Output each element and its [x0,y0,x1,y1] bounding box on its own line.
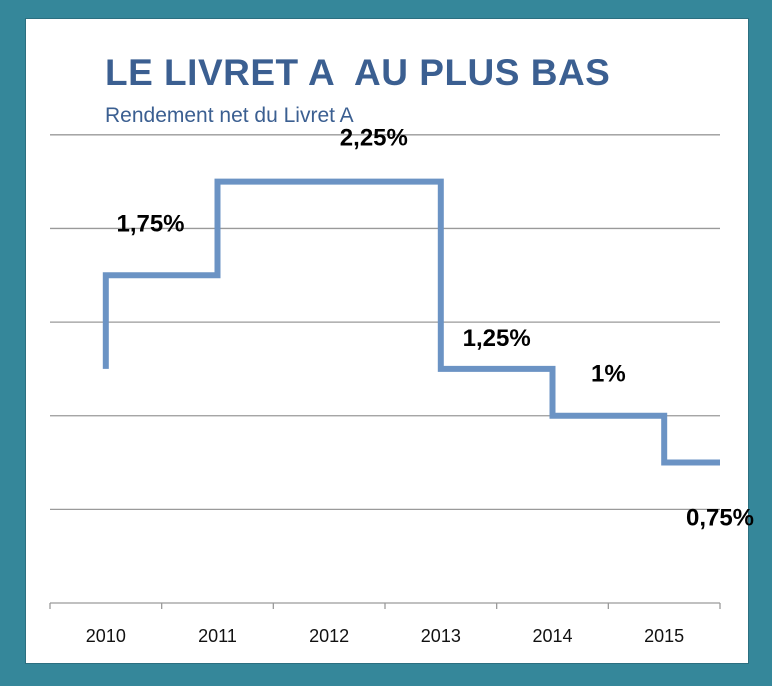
x-tick-label: 2010 [86,626,126,646]
data-label: 1,25% [463,325,531,352]
x-axis: 2010 2011 2012 2013 2014 2015 [49,602,721,646]
data-label: 1,75% [116,210,184,237]
x-tick-label: 2011 [198,626,237,646]
series-line [102,178,720,466]
gridlines [50,134,720,511]
chart-subtitle: Rendement net du Livret A [105,104,354,127]
data-labels: 1,75% 2,25% 1,25% 1% 0,75% [116,125,754,532]
data-label: 2,25% [340,125,408,152]
x-tick-label: 2014 [532,626,572,646]
data-label: 0,75% [686,505,754,532]
series-layer [102,178,720,466]
chart-title: LE LIVRET A AU PLUS BAS [105,52,611,93]
x-tick-label: 2013 [421,626,461,646]
x-tick-label: 2015 [644,626,684,646]
data-label: 1% [591,361,626,388]
chart-panel [25,18,749,664]
x-tick-label: 2012 [309,626,349,646]
